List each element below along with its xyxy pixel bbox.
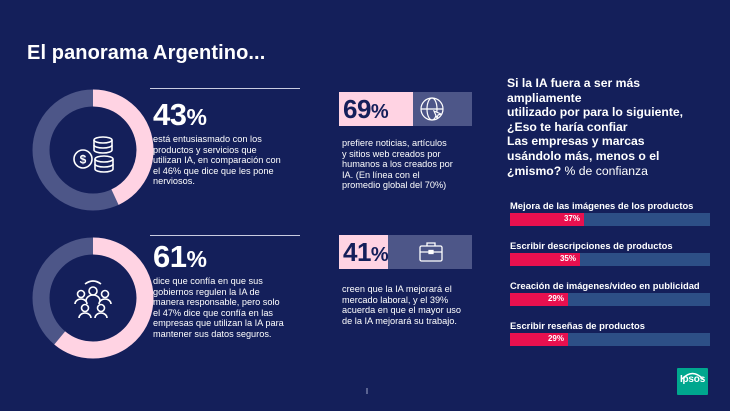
stat-61-line: mantener sus datos seguros. [153, 328, 272, 339]
people-group-icon [59, 264, 127, 332]
stat-61-line: gobiernos regulen la IA de [153, 286, 260, 297]
bar-label: Mejora de las imágenes de los productos [510, 200, 694, 211]
bar-track: 29% [510, 293, 710, 306]
stat-41-line: de la IA mejorará su trabajo. [342, 315, 457, 326]
stat-43-value: 43% [153, 97, 207, 133]
stat-43-line: está entusiasmado con los [153, 134, 262, 144]
stat-41-number: 41 [343, 237, 371, 267]
stat-43-line: utilizan IA, en comparación con [153, 155, 281, 166]
bar-track: 37% [510, 213, 710, 226]
stat-41-line: acuerda en que el mayor uso [342, 305, 462, 316]
donut-value-arc [32, 237, 154, 359]
bar-value-label: 29% [547, 334, 564, 343]
bar-fill [510, 293, 568, 306]
svg-text:$: $ [80, 153, 87, 167]
heading-line: Las empresas y marcas [507, 134, 645, 149]
stat-61-line: el 47% dice que confía en las [153, 307, 274, 318]
bar-fill [510, 253, 580, 266]
heading-line: Si la IA fuera a ser más [507, 76, 641, 90]
stat-61-line: manera responsable, pero solo [153, 297, 280, 308]
bar-label: Escribir reseñas de productos [510, 320, 645, 331]
stat-43-line: productos y servicios que [153, 144, 257, 155]
donut-value-arc [32, 89, 154, 211]
stat-69-sign: % [370, 101, 389, 123]
bar-track: 35% [510, 253, 710, 266]
stat-61-text: dice que confía en que sus gobiernos reg… [153, 276, 284, 340]
heading-suffix: % de confianza [561, 163, 648, 178]
ipsos-logo: Ipsos [677, 368, 708, 395]
stat-43-text: está entusiasmado con los productos y se… [153, 134, 281, 187]
stat-41-sign: % [370, 244, 389, 266]
stat-69-box: 69% [339, 92, 472, 126]
stat-41-text: creen que la IA mejorará el mercado labo… [342, 284, 461, 326]
globe-cursor-icon [417, 94, 447, 129]
heading-last-line: ¿mismo? % de confianza [507, 164, 722, 179]
stat-69-text: prefiere noticias, artículos y sitios we… [342, 138, 453, 191]
bar-fill [510, 333, 568, 346]
logo-text: Ipsos [679, 374, 706, 385]
stat-69-value: 69% [343, 94, 389, 125]
donut-chart-43: $ [31, 88, 155, 212]
stat-61-value: 61% [153, 239, 207, 275]
bar-value-label: 29% [547, 294, 564, 303]
heading-line: utilizado por para lo siguiente, [507, 105, 684, 120]
stat-69-line: humanos a los creados por [342, 159, 453, 170]
heading-line: usándolo más, menos o el [507, 148, 660, 163]
logo-swoosh-icon [681, 372, 704, 380]
bar-value-label: 37% [563, 214, 580, 223]
heading-last-bold: ¿mismo? [507, 163, 562, 178]
bar-label: Creación de imágenes/video en publicidad [510, 280, 700, 291]
stat-69-line: y sitios web creados por [342, 148, 441, 159]
divider-line [150, 88, 300, 89]
stat-41-line: mercado laboral, y el 39% [342, 294, 449, 305]
stat-61-sign: % [186, 246, 207, 272]
stat-43-line: nerviosos. [153, 176, 195, 187]
stat-43-line: el 46% que dice que les pone [153, 165, 274, 176]
bar-track: 29% [510, 333, 710, 346]
stat-69-line: IA. (En línea con el [342, 169, 420, 180]
stat-69-line: prefiere noticias, artículos [342, 138, 447, 148]
coins-dollar-icon: $ [59, 116, 127, 184]
bar-value-label: 35% [559, 254, 576, 263]
stat-43-number: 43 [153, 97, 187, 132]
stat-69-highlight [339, 92, 413, 126]
page-title: El panorama Argentino... [27, 42, 266, 64]
stat-69-number: 69 [343, 94, 371, 124]
stat-61-line: empresas que utilizan la IA para [153, 318, 284, 329]
bar-fill [510, 213, 584, 226]
stat-69-line: promedio global del 70%) [342, 180, 447, 191]
stat-61-line: dice que confía en que sus [153, 276, 263, 286]
question-heading: Si la IA fuera a ser más ampliamente uti… [507, 76, 722, 178]
heading-line: ¿Eso te haría confiar [507, 119, 628, 134]
donut-ring [32, 89, 154, 211]
briefcase-icon [417, 239, 445, 270]
stat-41-highlight [339, 235, 388, 269]
donut-chart-61 [31, 236, 155, 360]
stat-41-box: 41% [339, 235, 472, 269]
bar-label: Escribir descripciones de productos [510, 240, 673, 251]
stat-41-line: creen que la IA mejorará el [342, 284, 452, 294]
stat-61-number: 61 [153, 239, 187, 274]
divider-line [150, 235, 300, 236]
donut-ring [32, 237, 154, 359]
stat-43-sign: % [186, 104, 207, 130]
heading-line: ampliamente [507, 90, 582, 105]
page-marker [366, 388, 368, 394]
stat-41-value: 41% [343, 237, 389, 268]
